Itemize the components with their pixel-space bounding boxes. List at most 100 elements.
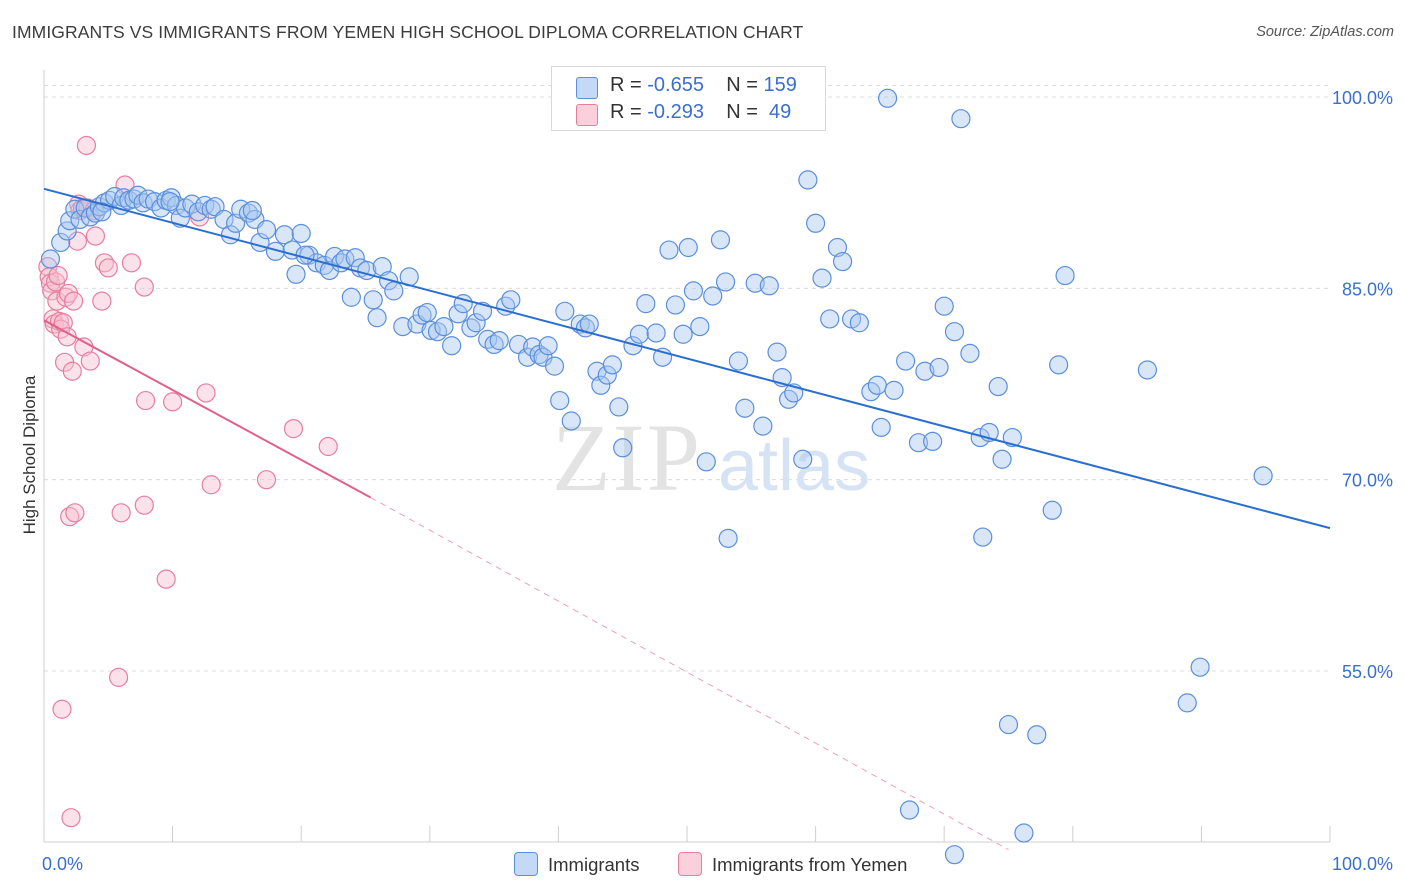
immigrants-point: [715, 272, 736, 292]
yemen-point: [134, 495, 154, 515]
immigrants-point: [448, 304, 468, 324]
immigrants-point: [812, 268, 832, 288]
immigrants-point: [489, 331, 509, 351]
immigrants-point: [973, 527, 993, 547]
pink-points: [38, 135, 338, 828]
x-tick-label: 0.0%: [42, 854, 83, 874]
y-tick-label: 55.0%: [1342, 662, 1393, 682]
yemen-point: [135, 390, 156, 411]
tick-labels: 100.0% 85.0% 70.0% 55.0% 0.0% 100.0%: [42, 88, 1393, 874]
immigrants-point: [659, 240, 679, 260]
immigrants-trend-line: [43, 187, 1331, 530]
immigrants-point: [256, 220, 277, 240]
immigrants-point: [472, 301, 493, 321]
immigrants-point: [929, 357, 949, 378]
r-label: R =: [610, 74, 648, 96]
immigrants-point: [417, 302, 437, 323]
immigrants-point: [65, 199, 85, 219]
immigrants-point: [998, 714, 1019, 735]
yemen-point: [67, 231, 88, 251]
legend-swatch-pink: [576, 104, 598, 126]
yemen-point: [61, 808, 81, 828]
immigrants-point: [793, 449, 813, 469]
immigrants-point: [934, 296, 954, 316]
r-value: -0.293: [647, 101, 704, 123]
immigrants-point: [646, 323, 666, 343]
immigrants-point: [629, 324, 650, 344]
immigrants-point: [561, 411, 581, 431]
yemen-point: [283, 419, 304, 439]
immigrants-point: [501, 290, 521, 310]
immigrants-point: [484, 334, 504, 355]
immigrants-point: [597, 365, 617, 385]
immigrants-point: [496, 296, 516, 316]
yemen-point: [52, 699, 72, 719]
immigrants-point: [1027, 725, 1047, 745]
immigrants-point: [1049, 355, 1069, 375]
immigrants-point: [367, 308, 387, 328]
n-value: 49: [763, 101, 792, 123]
immigrants-point: [908, 433, 929, 453]
immigrants-point: [805, 213, 826, 233]
immigrants-point: [434, 317, 454, 337]
immigrants-point: [753, 416, 773, 436]
immigrants-point: [960, 343, 980, 363]
immigrants-point: [421, 320, 441, 341]
legend-swatch-blue: [576, 77, 598, 99]
immigrants-point: [1042, 500, 1062, 520]
immigrants-point: [363, 290, 383, 310]
chart-title: IMMIGRANTS VS IMMIGRANTS FROM YEMEN HIGH…: [12, 22, 804, 42]
immigrants-point: [673, 324, 693, 344]
immigrants-point: [427, 322, 448, 342]
immigrants-point: [1055, 265, 1075, 286]
immigrants-point: [1177, 693, 1197, 713]
immigrants-point: [274, 225, 295, 245]
immigrants-point: [384, 281, 404, 301]
watermark-atlas: atlas: [718, 426, 870, 506]
yemen-point: [201, 475, 221, 495]
n-label: N =: [726, 74, 764, 96]
y-axis-label: High School Diploma: [20, 375, 39, 535]
immigrants-point: [602, 355, 623, 375]
immigrants-point: [393, 317, 413, 337]
yemen-point: [63, 291, 84, 311]
immigrants-point: [899, 800, 920, 820]
yemen-point: [80, 351, 100, 371]
yemen-point: [62, 361, 82, 381]
immigrants-point: [896, 351, 916, 371]
yemen-point: [60, 507, 80, 527]
immigrants-point: [767, 342, 787, 362]
immigrants-point: [1002, 427, 1022, 448]
immigrants-point: [778, 389, 799, 409]
correlation-legend: R = -0.655 N = 159 R = -0.293 N = 49: [551, 66, 826, 131]
immigrants-point: [442, 336, 462, 356]
trend-lines: [43, 187, 1331, 851]
immigrants-point: [523, 337, 543, 357]
immigrants-point: [696, 452, 716, 472]
immigrants-point: [710, 230, 731, 250]
immigrants-point: [242, 200, 262, 221]
immigrants-point: [944, 845, 965, 865]
immigrants-point: [538, 336, 558, 356]
immigrants-point: [114, 188, 134, 208]
immigrants-point: [412, 305, 432, 325]
legend-swatch-pink: [678, 852, 702, 876]
immigrants-point: [1137, 360, 1157, 380]
immigrants-point: [798, 170, 818, 190]
watermark-zip: ZIP: [552, 404, 702, 511]
immigrants-point: [878, 88, 898, 108]
yemen-point: [156, 569, 176, 589]
immigrants-point: [345, 248, 365, 268]
immigrants-point: [461, 318, 481, 338]
immigrants-point: [591, 375, 611, 395]
yemen-point: [92, 291, 112, 311]
immigrants-point: [867, 375, 887, 395]
n-value: 159: [763, 74, 797, 96]
yemen-point: [94, 253, 115, 273]
yemen-point: [98, 258, 118, 278]
yemen-point: [65, 503, 85, 523]
immigrants-point: [992, 449, 1012, 469]
immigrants-point: [915, 361, 935, 381]
immigrants-point: [944, 322, 965, 342]
